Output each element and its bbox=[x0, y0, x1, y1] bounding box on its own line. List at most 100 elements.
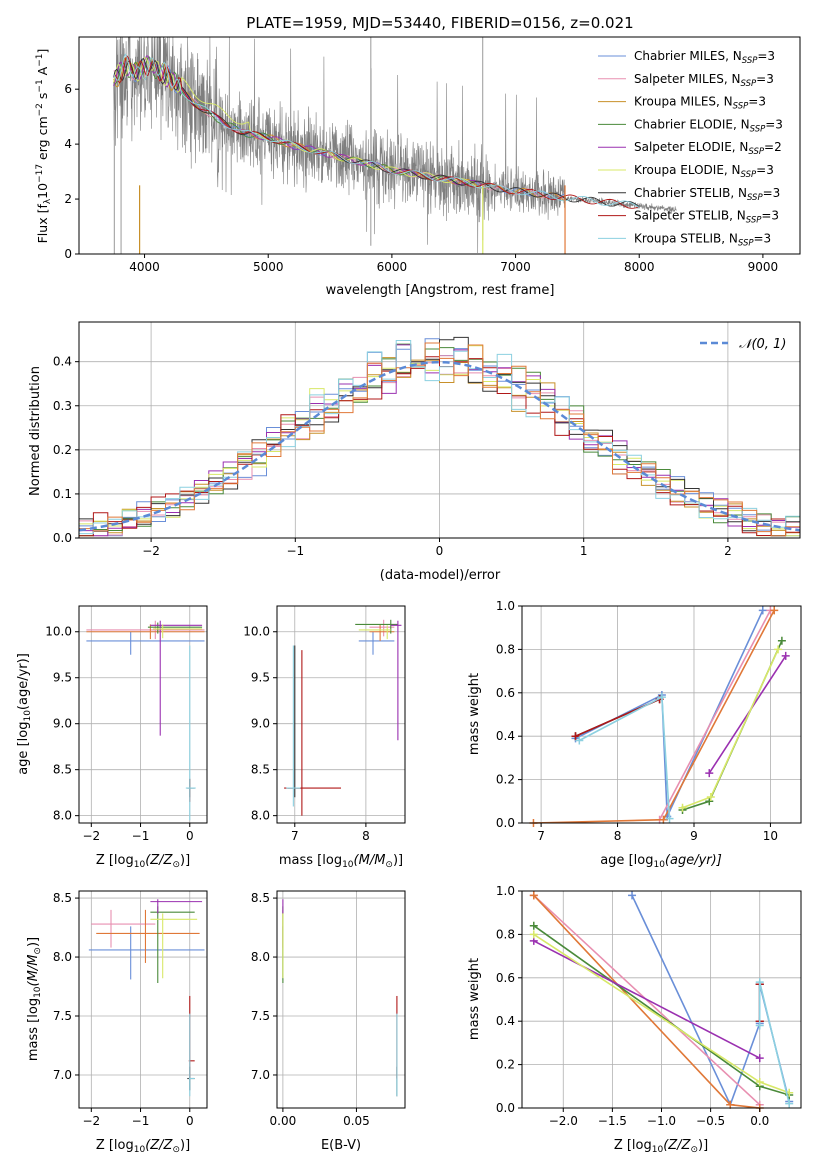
mass-weight-point-marker bbox=[571, 732, 580, 741]
y-tick-label: 9.0 bbox=[251, 717, 270, 731]
x-tick-label: 7 bbox=[291, 829, 299, 843]
age-vs-mass-panel: 7 8 8.0 8.5 9.0 9.5 10.0 mass [log10(M/M⊙)] bbox=[243, 605, 406, 870]
age-vs-metallicity-xlabel: Z [log10(Z/Z⊙)] bbox=[96, 853, 190, 870]
y-tick-label: 1.0 bbox=[496, 599, 515, 613]
x-tick-label: 10 bbox=[763, 829, 778, 843]
massweight-vs-age-ylabel: mass weight bbox=[467, 673, 482, 755]
x-tick-label: −2 bbox=[82, 829, 100, 843]
y-tick-label: 0.6 bbox=[496, 686, 515, 700]
mass-vs-ebv-frame bbox=[276, 890, 406, 1109]
x-tick-label: −1 bbox=[132, 1114, 150, 1128]
mass-weight-point-marker bbox=[659, 815, 668, 824]
mass-vs-metallicity-ylabel: mass [log10(M/M⊙)] bbox=[26, 937, 43, 1061]
mass-vs-ebv-xlabel: E(B-V) bbox=[321, 1138, 361, 1153]
residual-xlabel: (data-model)/error bbox=[380, 568, 501, 583]
mass-weight-point-marker bbox=[726, 1100, 735, 1109]
residual-histogram-line bbox=[79, 356, 800, 537]
x-tick-label: 0 bbox=[436, 544, 444, 558]
mass-weight-point-marker bbox=[529, 930, 538, 939]
mass-weight-point-marker bbox=[706, 792, 715, 801]
age-vs-mass-xlabel: mass [log10(M/M⊙)] bbox=[279, 853, 403, 870]
y-tick-label: 7.0 bbox=[53, 1068, 72, 1082]
mass-weight-point-marker bbox=[781, 651, 790, 660]
massweight-vs-age-xlabel: age [log10(age/yr)] bbox=[600, 853, 722, 870]
y-tick-label: 8.0 bbox=[251, 950, 270, 964]
model-spectrum-line bbox=[113, 53, 640, 208]
y-tick-label: 0.2 bbox=[496, 1058, 515, 1072]
mass-weight-point-marker bbox=[665, 814, 674, 823]
residual-histogram-line bbox=[79, 336, 800, 537]
y-tick-label: 6 bbox=[64, 82, 72, 96]
massweight-vs-age-frame bbox=[521, 605, 802, 824]
mass-weight-point-marker bbox=[755, 978, 764, 987]
y-tick-label: 10.0 bbox=[45, 625, 72, 639]
y-tick-label: 8.5 bbox=[251, 763, 270, 777]
y-tick-label: 7.0 bbox=[251, 1068, 270, 1082]
y-tick-label: 0.2 bbox=[496, 773, 515, 787]
y-tick-label: 0.0 bbox=[496, 816, 515, 830]
y-tick-label: 10.0 bbox=[243, 625, 270, 639]
y-tick-label: 8.0 bbox=[251, 809, 270, 823]
gaussian-reference-curve bbox=[78, 360, 801, 532]
residual-panel: −2 −1 0 1 2 0.0 0.1 0.2 0.3 0.4 (data-model)/err… bbox=[28, 321, 801, 583]
x-tick-label: 0.05 bbox=[343, 1114, 370, 1128]
y-tick-label: 0.0 bbox=[496, 1101, 515, 1115]
massweight-vs-metallicity-xlabel: Z [log10(Z/Z⊙)] bbox=[614, 1138, 708, 1155]
spectrum-panel: PLATE=1959, MJD=53440, FIBERID=0156, z=0… bbox=[35, 14, 801, 298]
y-tick-label: 9.0 bbox=[53, 717, 72, 731]
legend-label: Salpeter STELIB, NSSP=3 bbox=[634, 209, 779, 226]
y-tick-label: 0.4 bbox=[496, 1014, 515, 1028]
age-vs-metallicity-ylabel: age [log10(age/yr)] bbox=[16, 653, 33, 775]
mass-weight-point-marker bbox=[678, 803, 687, 812]
massweight-vs-metallicity-ylabel: mass weight bbox=[467, 958, 482, 1040]
x-tick-label: 8 bbox=[614, 829, 622, 843]
y-tick-label: 8.5 bbox=[53, 891, 72, 905]
spectrum-axes-frame bbox=[78, 36, 801, 255]
x-tick-label: 9000 bbox=[748, 260, 779, 274]
mass-vs-metallicity-xlabel: Z [log10(Z/Z⊙)] bbox=[96, 1138, 190, 1155]
mass-weight-series-line bbox=[658, 609, 772, 821]
x-tick-label: 9 bbox=[690, 829, 698, 843]
mass-vs-metallicity-panel: −2 −1 0 7.0 7.5 8.0 8.5 Z [log10(Z/Z⊙)] mass … bbox=[26, 890, 208, 1155]
mass-weight-point-marker bbox=[628, 891, 637, 900]
x-tick-label: 7000 bbox=[500, 260, 531, 274]
x-tick-label: 4000 bbox=[129, 260, 160, 274]
y-tick-label: 4 bbox=[64, 137, 72, 151]
x-tick-label: 8 bbox=[362, 829, 370, 843]
residual-legend: 𝒩(0, 1) bbox=[700, 337, 786, 352]
y-tick-label: 0.3 bbox=[53, 399, 72, 413]
mass-weight-point-marker bbox=[774, 645, 783, 654]
mass-weight-series-line bbox=[533, 940, 761, 1059]
mass-weight-series-line bbox=[708, 655, 787, 774]
mass-weight-point-marker bbox=[777, 636, 786, 645]
residual-histogram-line bbox=[79, 340, 800, 535]
age-vs-mass-frame bbox=[276, 605, 406, 824]
y-tick-label: 1.0 bbox=[496, 884, 515, 898]
y-tick-label: 0.4 bbox=[496, 729, 515, 743]
y-tick-label: 0.8 bbox=[496, 927, 515, 941]
x-tick-label: 2 bbox=[724, 544, 732, 558]
spectrum-xlabel: wavelength [Angstrom, rest frame] bbox=[326, 283, 555, 298]
x-tick-label: −1 bbox=[132, 829, 150, 843]
x-tick-label: 8000 bbox=[624, 260, 655, 274]
mass-weight-point-marker bbox=[705, 769, 714, 778]
age-vs-metallicity-frame bbox=[78, 605, 208, 824]
x-tick-label: 0 bbox=[186, 829, 194, 843]
residual-histogram-line bbox=[79, 342, 800, 537]
x-tick-label: 7 bbox=[537, 829, 545, 843]
x-tick-label: −1.5 bbox=[598, 1114, 627, 1128]
mass-weight-point-marker bbox=[758, 606, 767, 615]
mass-weight-point-marker bbox=[657, 693, 666, 702]
mass-weight-point-marker bbox=[755, 1054, 764, 1063]
model-spectrum-line bbox=[113, 55, 482, 186]
y-tick-label: 0.8 bbox=[496, 642, 515, 656]
y-tick-label: 0.2 bbox=[53, 443, 72, 457]
legend-label: Chabrier STELIB, NSSP=3 bbox=[634, 186, 780, 203]
x-tick-label: 0 bbox=[186, 1114, 194, 1128]
y-tick-label: 7.5 bbox=[251, 1009, 270, 1023]
mass-weight-point-marker bbox=[529, 891, 538, 900]
legend-label: Kroupa STELIB, NSSP=3 bbox=[634, 231, 771, 248]
x-tick-label: −2.0 bbox=[549, 1114, 578, 1128]
